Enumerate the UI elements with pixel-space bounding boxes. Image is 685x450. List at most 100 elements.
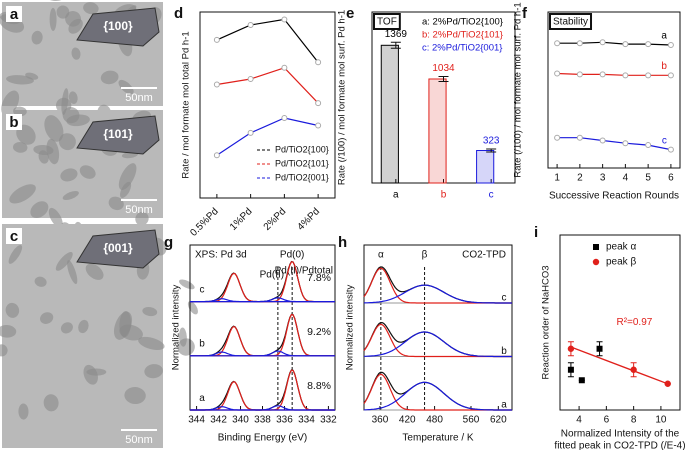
legend-label: Pd/TiO2{100} [275,144,329,154]
particle [138,336,165,351]
x-tick-label: 420 [399,415,416,426]
x-axis-label: fitted peak in CO2-TPD (/E-4) [554,441,685,450]
particle [18,403,29,420]
panel-letter: h [338,234,347,251]
x-tick-label: a [393,190,399,201]
particle [40,312,54,324]
panel-letter: f [522,5,528,22]
series-label: c [662,135,667,146]
x-tick-label: 2 [577,173,583,184]
data-point [645,142,652,149]
x-axis-label: Successive Reaction Rounds [549,191,679,202]
particle [62,107,80,124]
fitted-peak [190,350,335,357]
particle [135,211,149,226]
particle [142,307,158,317]
particle [58,133,76,151]
fit-line [570,346,668,385]
panel-letter: g [164,234,173,251]
panel-letter: e [346,5,354,22]
error-bar [390,41,401,49]
ratio-label: 9.2% [307,326,331,338]
image-letter: c [10,228,18,245]
x-tick-label: b [441,190,447,201]
bar [476,150,495,184]
letter-box [6,114,22,130]
particle [179,279,195,290]
x-tick-label: 10 [655,415,667,426]
data-point [596,345,603,352]
particle [31,30,43,45]
panel-tag: Stability [553,17,588,28]
y-axis-label: Reaction order of NaHCO3 [541,265,552,379]
data-point [567,345,575,352]
x-tick-label: 480 [426,415,443,426]
x-axis-label: Normalized Intensity of the [561,429,680,440]
fitted-peak [363,267,512,304]
x-tick-label: 1%Pd [228,206,255,233]
panel-letter: d [174,5,183,22]
facet-label: {100} [103,19,133,33]
x-tick-label: 344 [188,415,205,426]
x-tick-label: 340 [232,415,249,426]
data-point [622,41,629,48]
data-point [554,134,561,141]
envelope [363,371,512,411]
letter-box [6,228,22,244]
legend-label: peak β [606,257,636,268]
y-axis-label: Rate / mol formate mol total Pd h-1 [181,31,192,178]
data-point [576,134,583,141]
panel-tag: XPS: Pd 3d [195,250,247,261]
particle [8,244,23,264]
particle [49,7,57,32]
particle [79,165,96,179]
data-point [630,366,637,373]
facet-crystal [76,229,160,269]
marker-label: β [422,250,428,261]
scale-label: 50nm [125,92,153,104]
particle [30,201,49,219]
panel-tag: CO2-TPD [462,250,506,261]
particle [0,344,8,357]
series-line [557,137,672,151]
data-point [247,75,254,82]
marker-label: Pd(0) [280,250,304,261]
trace-label: c [200,284,205,295]
trace-label: a [199,393,205,404]
bar [380,44,399,184]
particle [86,368,107,376]
tag-box [549,13,593,30]
particle [124,387,146,405]
trace-label: b [199,339,205,350]
y-axis-label: Normalized intensity [345,284,356,370]
value-label: 323 [483,136,500,147]
x-tick-label: 3 [600,173,606,184]
panel-letter: i [534,224,538,241]
plot-frame [547,11,681,169]
x-tick-label: 0.5%Pd [188,206,221,239]
data-point [578,377,585,384]
x-tick-label: 560 [463,415,480,426]
plot-frame [363,244,513,411]
trace-label: c [502,292,507,303]
bar [428,78,447,184]
x-tick-label: 4 [576,415,582,426]
particle [55,251,73,271]
scale-label: 50nm [125,434,153,446]
particle [67,260,78,285]
data-point [667,146,674,153]
plot-frame [199,11,336,199]
particle [118,163,137,190]
series-line [216,67,319,104]
particle [5,302,20,318]
particle [34,276,47,287]
legend-label: c: 2%Pd/TiO2{001} [422,43,502,54]
envelope [363,266,512,304]
marker-label: Pd(II) [260,270,284,281]
particle [62,191,79,201]
data-point [599,71,606,78]
tag-box [373,13,401,30]
particle [65,11,81,27]
x-tick-label: 336 [276,415,293,426]
